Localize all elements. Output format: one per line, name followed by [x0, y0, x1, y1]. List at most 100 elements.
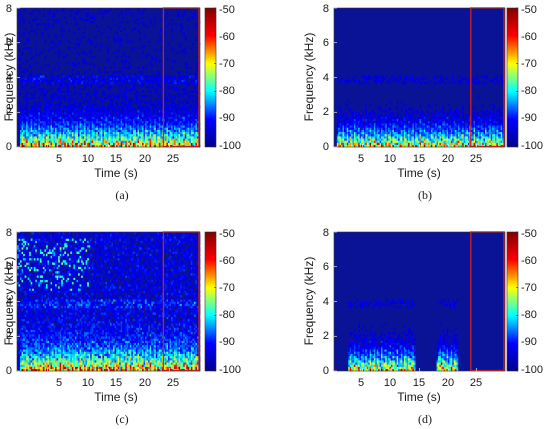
spectrogram-cell	[35, 81, 38, 85]
spectrogram-cell	[30, 140, 33, 143]
spectrogram-cell	[195, 25, 198, 28]
spectrogram-cell	[41, 140, 44, 143]
spectrogram-cell	[96, 144, 99, 148]
spectrogram-cell	[408, 120, 410, 124]
spectrogram-cell	[186, 107, 189, 111]
spectrogram-cell	[120, 112, 123, 115]
spectrogram-cell	[52, 120, 54, 124]
spectrogram-cell	[483, 138, 486, 141]
spectrogram-cell	[103, 116, 106, 120]
spectrogram-cell	[175, 86, 178, 89]
spectrogram-cell	[453, 114, 456, 117]
spectrogram-cell	[70, 118, 73, 122]
spectrogram-cell	[164, 114, 167, 117]
spectrogram-cell	[53, 138, 56, 141]
spectrogram-cell	[45, 136, 48, 139]
spectrogram-cell	[140, 123, 143, 126]
spectrogram-cell	[110, 125, 112, 128]
spectrogram-cell	[177, 123, 179, 126]
spectrogram-cell	[30, 133, 33, 137]
spectrogram-cell	[428, 105, 430, 109]
spectrogram-cell	[97, 138, 100, 141]
spectrogram-cell	[45, 116, 48, 120]
spectrogram-cell	[175, 120, 178, 124]
spectrogram-cell	[70, 125, 73, 128]
spectrogram-cell	[111, 123, 114, 126]
spectrogram-cell	[392, 114, 395, 117]
spectrogram-cell	[403, 81, 406, 85]
spectrogram-cell	[148, 138, 150, 141]
spectrogram-cell	[440, 118, 443, 122]
spectrogram-cell	[172, 23, 175, 26]
spectrogram-cell	[432, 114, 434, 117]
spectrogram-cell	[372, 118, 375, 122]
spectrogram-cell	[67, 88, 70, 91]
spectrogram-cell	[343, 123, 346, 126]
spectrogram-cell	[99, 86, 102, 89]
spectrogram-cell	[389, 144, 392, 148]
spectrogram-cell	[372, 110, 375, 113]
spectrogram-cell	[482, 129, 484, 133]
spectrogram-cell	[96, 114, 99, 117]
spectrogram-cell	[180, 75, 182, 78]
spectrogram-cell	[485, 127, 487, 130]
spectrogram-cell	[113, 131, 115, 135]
spectrogram-cell	[366, 77, 369, 80]
spectrogram-cell	[30, 118, 33, 122]
spectrogram-cell	[412, 118, 415, 122]
colorbar	[204, 7, 217, 148]
spectrogram-cell	[113, 112, 115, 115]
spectrogram-cell	[32, 107, 35, 111]
spectrogram-cell	[382, 79, 385, 83]
spectrogram-cell	[151, 142, 153, 146]
spectrogram-cell	[439, 136, 442, 139]
spectrogram-cell	[184, 116, 187, 120]
spectrogram-cell	[409, 142, 412, 146]
spectrogram-cell	[41, 112, 44, 115]
spectrogram-cell	[73, 107, 76, 111]
spectrogram-cell	[65, 53, 68, 57]
spectrogram-cell	[154, 129, 157, 133]
spectrogram-cell	[85, 140, 88, 143]
spectrogram-cell	[71, 81, 74, 85]
spectrogram-cell	[102, 107, 105, 111]
spectrogram-cell	[20, 142, 22, 146]
spectrogram-cell	[186, 133, 189, 137]
spectrogram-cell	[56, 123, 59, 126]
spectrogram-cell	[388, 133, 390, 137]
spectrogram-cell	[396, 131, 399, 135]
spectrogram-cell	[29, 125, 31, 128]
spectrogram-cell	[382, 138, 385, 141]
spectrogram-cell	[422, 75, 425, 78]
spectrogram-cell	[79, 129, 82, 133]
spectrogram-cell	[55, 21, 57, 24]
spectrogram-cell	[103, 133, 106, 137]
spectrogram-cell	[190, 12, 193, 15]
spectrogram-cell	[355, 75, 358, 78]
spectrogram-cell	[177, 131, 179, 135]
spectrogram-cell	[386, 127, 389, 130]
spectrogram-cell	[455, 138, 457, 141]
spectrogram-cell	[171, 142, 173, 146]
spectrogram-cell	[123, 92, 126, 96]
spectrogram-cell	[29, 136, 31, 139]
spectrogram-cell	[47, 114, 50, 117]
spectrogram-cell	[145, 127, 147, 130]
spectrogram-cell	[343, 131, 346, 135]
spectrogram-cell	[448, 131, 450, 135]
spectrogram-cell	[193, 129, 196, 133]
spectrogram-cell	[187, 129, 190, 133]
spectrogram-cell	[71, 123, 74, 126]
spectrogram-cell	[146, 81, 149, 85]
spectrogram-cell	[47, 49, 50, 52]
spectrogram-cell	[33, 142, 36, 146]
spectrogram-cell	[381, 129, 383, 133]
spectrogram-cell	[388, 131, 390, 135]
spectrogram-cell	[52, 136, 54, 139]
spectrogram-cell	[154, 144, 157, 148]
spectrogram-cell	[97, 133, 100, 137]
spectrogram-cell	[386, 140, 389, 143]
spectrogram-cell	[128, 123, 131, 126]
spectrogram-cell	[100, 140, 103, 143]
spectrogram-cell	[189, 123, 192, 126]
